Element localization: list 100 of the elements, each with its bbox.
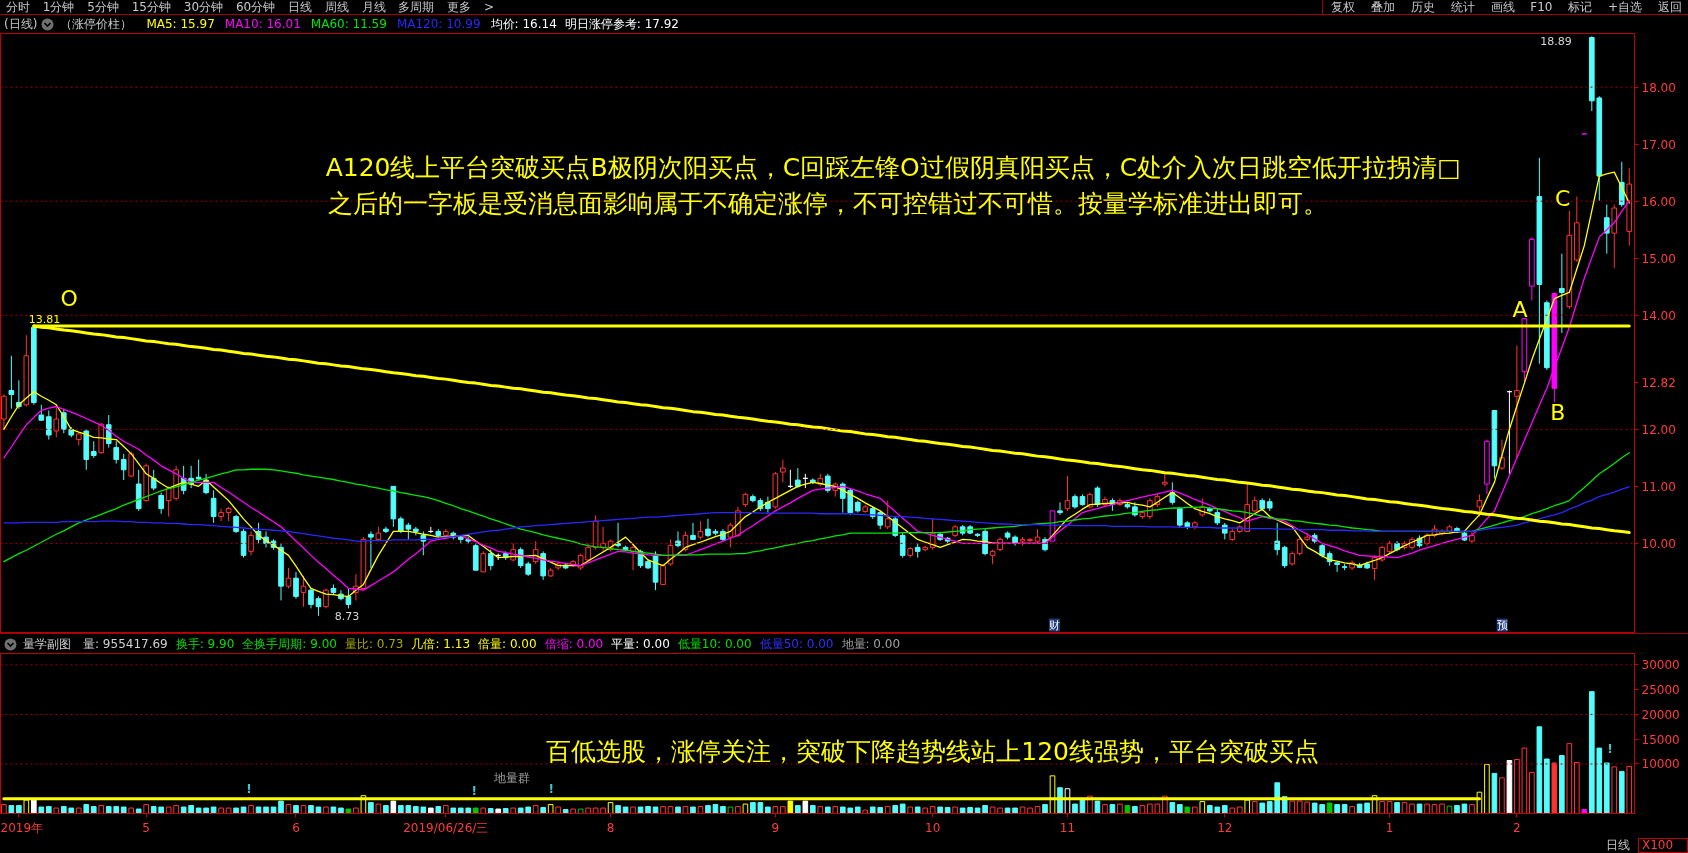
bar bbox=[1491, 772, 1498, 814]
bar bbox=[615, 805, 621, 814]
candlestick bbox=[1281, 545, 1288, 569]
candlestick bbox=[690, 522, 696, 540]
candlestick bbox=[53, 404, 60, 438]
y-tick-label: 14.00 bbox=[1641, 308, 1676, 323]
candlestick bbox=[1162, 473, 1168, 487]
bar bbox=[442, 805, 449, 814]
candlestick bbox=[113, 440, 120, 465]
x-tick-label: 5 bbox=[142, 820, 151, 835]
bar bbox=[495, 808, 502, 814]
x-tick-label: 8 bbox=[606, 820, 615, 835]
candlestick bbox=[697, 520, 704, 540]
x-tick-label: 12 bbox=[1217, 820, 1233, 835]
bar bbox=[1574, 761, 1580, 814]
bar bbox=[120, 806, 127, 814]
annotation: ! bbox=[548, 782, 554, 797]
bar bbox=[1109, 804, 1116, 814]
bar bbox=[90, 806, 97, 814]
candlestick bbox=[1514, 344, 1520, 459]
bar bbox=[427, 807, 434, 814]
candlestick bbox=[1603, 204, 1610, 255]
bar bbox=[135, 808, 142, 814]
y-tick-label: 25000 bbox=[1641, 683, 1680, 698]
bar bbox=[675, 806, 681, 814]
bar bbox=[1334, 804, 1340, 814]
candlestick bbox=[8, 355, 15, 410]
annotation: ! bbox=[1607, 742, 1613, 757]
bar bbox=[225, 807, 232, 814]
bar bbox=[1259, 802, 1266, 814]
bar bbox=[1124, 805, 1131, 814]
bar bbox=[607, 802, 614, 814]
y-tick-label: 11.00 bbox=[1641, 479, 1676, 494]
text: 地量: 0.00 bbox=[841, 637, 901, 651]
bar bbox=[53, 807, 60, 814]
bar bbox=[330, 806, 337, 814]
y-tick-label: 16.00 bbox=[1641, 194, 1676, 209]
text: MA5: 15.97 bbox=[146, 17, 215, 31]
chart-subtitle: （涨停价柱） bbox=[60, 17, 133, 31]
bar bbox=[824, 806, 831, 814]
text: MA120: 10.99 bbox=[396, 17, 481, 31]
bar bbox=[1529, 771, 1535, 814]
candlestick bbox=[1064, 475, 1071, 512]
bar bbox=[1251, 801, 1258, 814]
bar bbox=[240, 806, 247, 814]
annotation: 预 bbox=[1496, 618, 1508, 632]
y-tick-label: 10.00 bbox=[1641, 536, 1676, 551]
bar bbox=[233, 807, 239, 814]
candlestick bbox=[293, 571, 299, 600]
annotation: A bbox=[1512, 297, 1528, 322]
bar bbox=[1394, 802, 1400, 814]
candlestick bbox=[45, 410, 52, 441]
bar bbox=[899, 803, 906, 814]
candlestick bbox=[1094, 485, 1101, 508]
bar bbox=[75, 807, 82, 814]
bar bbox=[1117, 803, 1123, 814]
y-tick-label: 18.00 bbox=[1641, 80, 1676, 95]
bar bbox=[914, 806, 921, 814]
candlestick bbox=[1476, 493, 1483, 518]
bar bbox=[1566, 743, 1573, 814]
annotation: C bbox=[1554, 186, 1571, 211]
bar bbox=[1581, 809, 1588, 814]
candlestick bbox=[487, 549, 494, 571]
bar bbox=[1424, 803, 1430, 814]
x-tick-label: 2019年 bbox=[0, 820, 44, 835]
candlestick bbox=[780, 459, 786, 483]
bar bbox=[854, 806, 861, 814]
y-tick-label: 12.00 bbox=[1641, 422, 1676, 437]
text: MA10: 16.01 bbox=[224, 17, 301, 31]
bar bbox=[802, 800, 809, 814]
bar bbox=[45, 806, 52, 814]
bar bbox=[293, 805, 299, 814]
line-series bbox=[3, 452, 1630, 563]
candlestick bbox=[150, 469, 157, 491]
x-tick-label: 10 bbox=[925, 820, 941, 835]
annotation: 百低选股，涨停关注，突破下降趋势线站上120线强势，平台突破买点 bbox=[546, 737, 1319, 767]
candlestick bbox=[1169, 481, 1176, 506]
bar bbox=[472, 807, 479, 814]
annotation: 财 bbox=[1048, 618, 1060, 632]
text: 明日涨停参考: 17.92 bbox=[564, 17, 680, 31]
text: MA60: 11.59 bbox=[310, 17, 387, 31]
y-tick-label: 20000 bbox=[1641, 707, 1680, 722]
x-tick-label: 6 bbox=[292, 820, 300, 835]
bar bbox=[1626, 765, 1633, 814]
bar bbox=[1446, 805, 1453, 814]
bar bbox=[450, 807, 457, 814]
y-tick-label: 10000 bbox=[1641, 757, 1680, 772]
bar bbox=[832, 806, 839, 814]
candlestick bbox=[1057, 501, 1063, 516]
bar bbox=[660, 806, 666, 814]
bar bbox=[1499, 777, 1505, 814]
bar bbox=[780, 806, 786, 814]
bar bbox=[1289, 800, 1296, 814]
line-series bbox=[3, 486, 1630, 542]
chart-title: (日线) bbox=[4, 17, 38, 31]
text: 低量50: 0.00 bbox=[759, 637, 834, 651]
candlestick bbox=[1, 394, 7, 430]
bar bbox=[810, 805, 816, 814]
bar bbox=[383, 805, 389, 814]
x-tick-label: 2 bbox=[1513, 820, 1521, 835]
